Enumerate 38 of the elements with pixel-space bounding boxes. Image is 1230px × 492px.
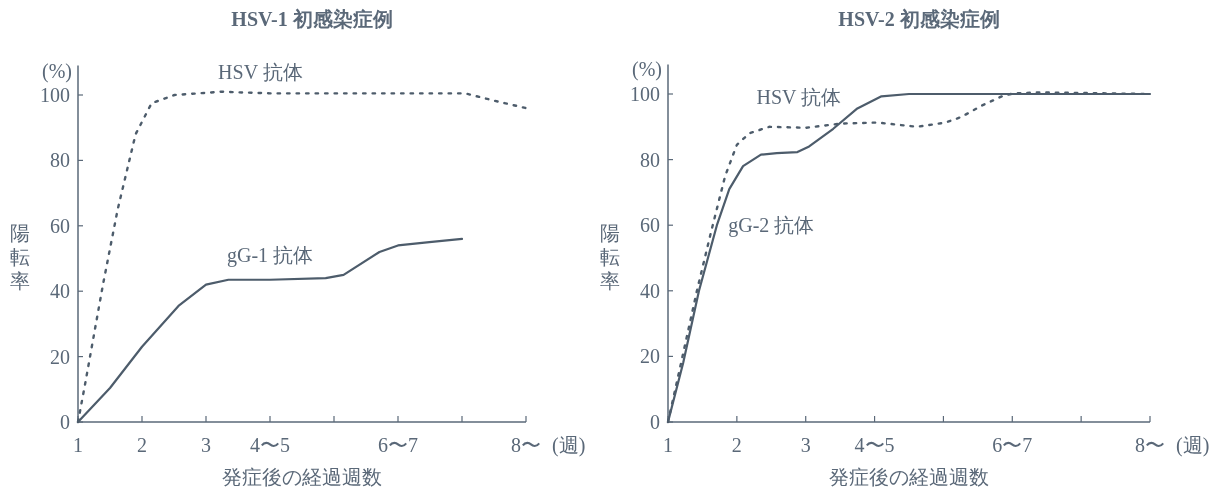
series-label: gG-1 抗体 (226, 243, 314, 267)
y-tick-label: 20 (50, 345, 70, 368)
x-tick-label: 1 (663, 434, 673, 456)
y-tick-label: 80 (640, 148, 660, 171)
text: (%) (42, 59, 72, 83)
y-tick-label: 0 (650, 411, 660, 433)
x-tick-label: 3 (201, 434, 211, 456)
x-tick-label: 2 (731, 434, 742, 456)
x-axis-title: 発症後の経過週数 (222, 466, 382, 488)
x-tick-label: 4〜5 (854, 434, 895, 456)
series-label: gG-2 抗体 (728, 213, 815, 237)
x-tick-label: 2 (137, 434, 147, 456)
x-tick-label: 6〜7 (378, 434, 418, 456)
x-tick-label: 3 (800, 434, 811, 456)
x-axis-title: 発症後の経過週数 (829, 466, 989, 488)
y-tick-label: 80 (50, 149, 70, 172)
y-tick-label: 60 (50, 214, 70, 237)
chart-title: HSV-1 初感染症例 (231, 8, 393, 30)
chart-title: HSV-2 初感染症例 (838, 8, 1000, 30)
x-tick-label: 4〜5 (250, 434, 290, 456)
x-tick-label: 6〜7 (992, 434, 1033, 456)
text: (週) (552, 434, 586, 457)
y-tick-label: 20 (640, 345, 660, 368)
x-tick-label: 1 (73, 434, 83, 456)
y-axis-title: 陽転率 (10, 222, 30, 292)
y-axis-title: 陽転率 (600, 222, 620, 292)
y-tick-label: 100 (630, 83, 660, 105)
text: (週) (1176, 434, 1210, 457)
y-tick-label: 100 (40, 84, 70, 106)
y-tick-label: 40 (640, 279, 660, 302)
series-label: HSV 抗体 (756, 85, 842, 108)
series-label: HSV 抗体 (218, 60, 303, 83)
y-tick-label: 60 (640, 214, 660, 237)
y-tick-label: 40 (50, 280, 70, 303)
x-tick-label: 8〜 (511, 434, 541, 456)
text: (%) (632, 58, 662, 82)
y-tick-label: 0 (60, 411, 70, 433)
x-tick-label: 8〜 (1135, 434, 1165, 456)
